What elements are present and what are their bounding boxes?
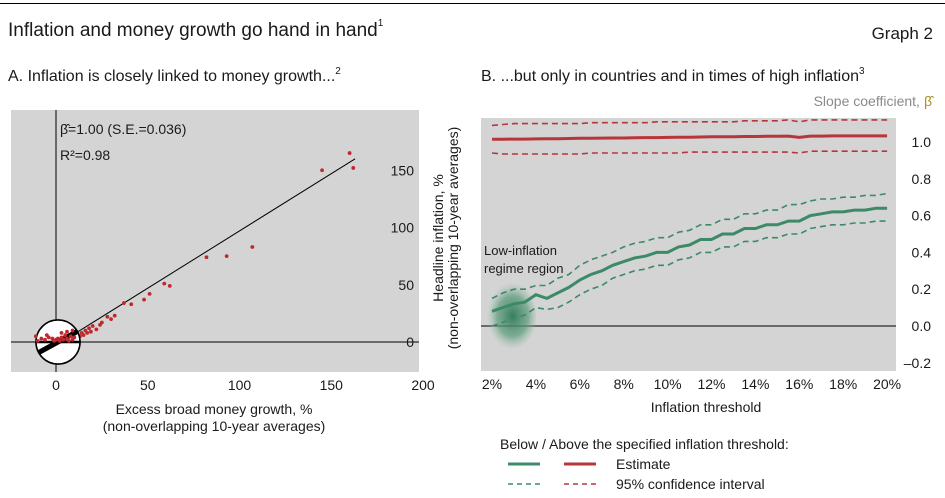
y-tick-label: –0.2 <box>904 355 931 371</box>
scatter-point <box>65 336 69 341</box>
x-tick-label: 100 <box>228 377 252 393</box>
scatter-point <box>44 333 49 338</box>
panel-a-xlabel-2: (non-overlapping 10-year averages) <box>103 418 326 434</box>
estimate-line-below <box>491 206 888 313</box>
scatter-point <box>129 302 134 307</box>
x-tick-label: 16% <box>785 376 813 392</box>
panel-a-ylabel: Headline inflation, % <box>430 174 446 302</box>
panel-b-chart: Slope coefficient, β̂ Low-inflation regim… <box>481 93 935 415</box>
scatter-point <box>83 328 88 333</box>
y-tick-label: 0.6 <box>912 208 932 224</box>
scatter-point <box>43 337 47 342</box>
y-tick-label: 0 <box>406 334 414 350</box>
scatter-point <box>90 324 95 328</box>
scatter-point <box>65 329 69 334</box>
y-tick-label: 0.8 <box>912 171 932 187</box>
regression-line <box>52 158 356 349</box>
scatter-point <box>70 328 75 333</box>
panel-b-title: B. ...but only in countries and in times… <box>481 66 865 85</box>
x-tick-label: 6% <box>570 376 590 392</box>
scatter-point <box>167 283 172 288</box>
y-tick-label: 150 <box>391 162 415 178</box>
scatter-point <box>39 336 44 341</box>
x-tick-label: 8% <box>614 376 634 392</box>
scatter-point <box>35 338 40 343</box>
scatter-point <box>147 292 152 296</box>
x-tick-label: 150 <box>320 377 344 393</box>
panel-a-ylabel-2: (non-overlapping 10-year averages) <box>445 127 461 350</box>
ci-line-below <box>491 220 888 327</box>
beta-annotation: β̂=1.00 (S.E.=0.036) <box>60 121 186 137</box>
scatter-point <box>33 334 38 339</box>
low-inflation-annotation-1: Low-inflation <box>484 243 557 258</box>
scatter-point <box>63 333 68 338</box>
y-tick-label: 0.0 <box>912 318 932 334</box>
panel-a-xlabel: Excess broad money growth, % <box>116 401 313 417</box>
graph-number: Graph 2 <box>871 24 933 43</box>
scatter-point <box>142 297 146 302</box>
scatter-point <box>50 336 55 341</box>
scatter-point <box>204 255 209 260</box>
x-tick-label: 20% <box>873 376 901 392</box>
r2-annotation: R²=0.98 <box>60 147 110 163</box>
scatter-point <box>88 329 93 334</box>
graph-title: Inflation and money growth go hand in ha… <box>8 18 384 41</box>
x-tick-label: 4% <box>526 376 546 392</box>
scatter-point <box>87 326 91 331</box>
x-tick-label: 50 <box>140 377 156 393</box>
scatter-point <box>68 334 73 339</box>
x-tick-label: 2% <box>482 376 502 392</box>
low-inflation-annotation-2: regime region <box>484 261 564 276</box>
scatter-point <box>59 330 64 335</box>
x-tick-label: 200 <box>411 377 435 393</box>
scatter-point <box>105 314 110 319</box>
scatter-point <box>70 337 75 342</box>
scatter-point <box>250 245 255 249</box>
y-tick-label: 0.2 <box>912 281 932 297</box>
ci-line-above <box>491 150 888 155</box>
scatter-point <box>59 335 64 340</box>
scatter-point <box>224 254 229 259</box>
ci-line-above <box>491 119 888 127</box>
scatter-point <box>320 168 324 173</box>
y-tick-label: 0.4 <box>912 244 932 260</box>
y-tick-label: 100 <box>391 220 415 236</box>
x-tick-label: 18% <box>829 376 857 392</box>
x-tick-label: 14% <box>741 376 769 392</box>
scatter-point <box>121 301 126 305</box>
x-tick-label: 10% <box>654 376 682 392</box>
scatter-point <box>347 151 352 155</box>
estimate-line-above <box>492 134 888 141</box>
scatter-point <box>98 322 102 327</box>
y-tick-label: 50 <box>398 277 414 293</box>
y-tick-label: 1.0 <box>912 134 932 150</box>
legend-swatches <box>508 462 596 485</box>
scatter-point <box>112 313 117 318</box>
scatter-point <box>79 330 84 335</box>
legend-item-estimate: Estimate <box>616 456 671 472</box>
legend-heading: Below / Above the specified inflation th… <box>500 436 789 452</box>
panel-a-chart: β̂=1.00 (S.E.=0.036) R²=0.98 0 50 100 150 20… <box>11 110 461 434</box>
ci-line-below <box>491 192 888 300</box>
panel-b-xlabel: Inflation threshold <box>651 399 762 415</box>
panel-a-title: A. Inflation is closely linked to money … <box>8 66 341 85</box>
low-inflation-shading <box>484 282 536 350</box>
scatter-point <box>162 281 167 286</box>
x-tick-label: 0 <box>52 377 60 393</box>
scatter-point <box>351 166 356 170</box>
scatter-point <box>94 327 99 332</box>
slope-coefficient-label: Slope coefficient, β̂ <box>814 93 935 109</box>
top-rule <box>0 3 945 4</box>
legend-item-ci: 95% confidence interval <box>616 476 765 492</box>
low-inflation-circle <box>35 319 81 365</box>
x-tick-label: 12% <box>697 376 725 392</box>
scatter-point <box>109 317 113 321</box>
